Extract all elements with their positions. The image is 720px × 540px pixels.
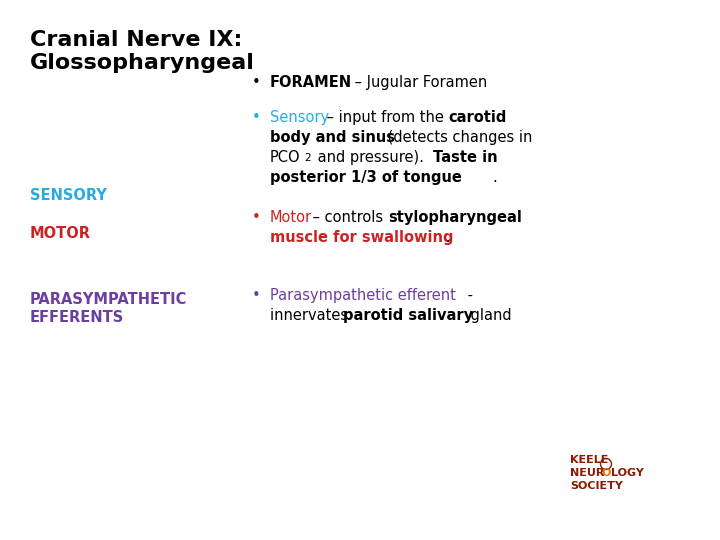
- Text: FORAMEN: FORAMEN: [270, 75, 352, 90]
- Text: Glossopharyngeal: Glossopharyngeal: [30, 53, 255, 73]
- Text: gland: gland: [466, 308, 512, 323]
- Text: parotid salivary: parotid salivary: [343, 308, 473, 323]
- Text: and pressure).: and pressure).: [313, 150, 428, 165]
- Text: posterior 1/3 of tongue: posterior 1/3 of tongue: [270, 170, 462, 185]
- Text: KEELE: KEELE: [570, 455, 608, 465]
- Text: O: O: [602, 468, 611, 478]
- Text: innervates: innervates: [270, 308, 353, 323]
- Text: MOTOR: MOTOR: [30, 226, 91, 241]
- Text: SOCIETY: SOCIETY: [570, 481, 623, 491]
- Text: body and sinus: body and sinus: [270, 130, 395, 145]
- Text: carotid: carotid: [448, 110, 506, 125]
- Text: Taste in: Taste in: [433, 150, 498, 165]
- Text: .: .: [492, 170, 497, 185]
- Text: •: •: [252, 288, 261, 303]
- Text: -: -: [463, 288, 473, 303]
- Text: (detects changes in: (detects changes in: [383, 130, 532, 145]
- Text: – Jugular Foramen: – Jugular Foramen: [350, 75, 487, 90]
- Text: Cranial Nerve IX:: Cranial Nerve IX:: [30, 30, 243, 50]
- Text: NEUR: NEUR: [570, 468, 604, 478]
- Text: 2: 2: [304, 153, 310, 163]
- Text: EFFERENTS: EFFERENTS: [30, 310, 125, 325]
- Text: •: •: [252, 75, 261, 90]
- Text: •: •: [252, 110, 261, 125]
- Text: Parasympathetic efferent: Parasympathetic efferent: [270, 288, 456, 303]
- Text: PARASYMPATHETIC: PARASYMPATHETIC: [30, 292, 187, 307]
- Text: PCO: PCO: [270, 150, 301, 165]
- Text: •: •: [252, 210, 261, 225]
- Text: stylopharyngeal: stylopharyngeal: [388, 210, 522, 225]
- Text: muscle for swallowing: muscle for swallowing: [270, 230, 454, 245]
- Text: – controls: – controls: [308, 210, 388, 225]
- Text: Sensory: Sensory: [270, 110, 329, 125]
- Text: LOGY: LOGY: [611, 468, 644, 478]
- Text: SENSORY: SENSORY: [30, 188, 107, 203]
- Text: Motor: Motor: [270, 210, 312, 225]
- Text: – input from the: – input from the: [322, 110, 449, 125]
- Text: .: .: [445, 230, 450, 245]
